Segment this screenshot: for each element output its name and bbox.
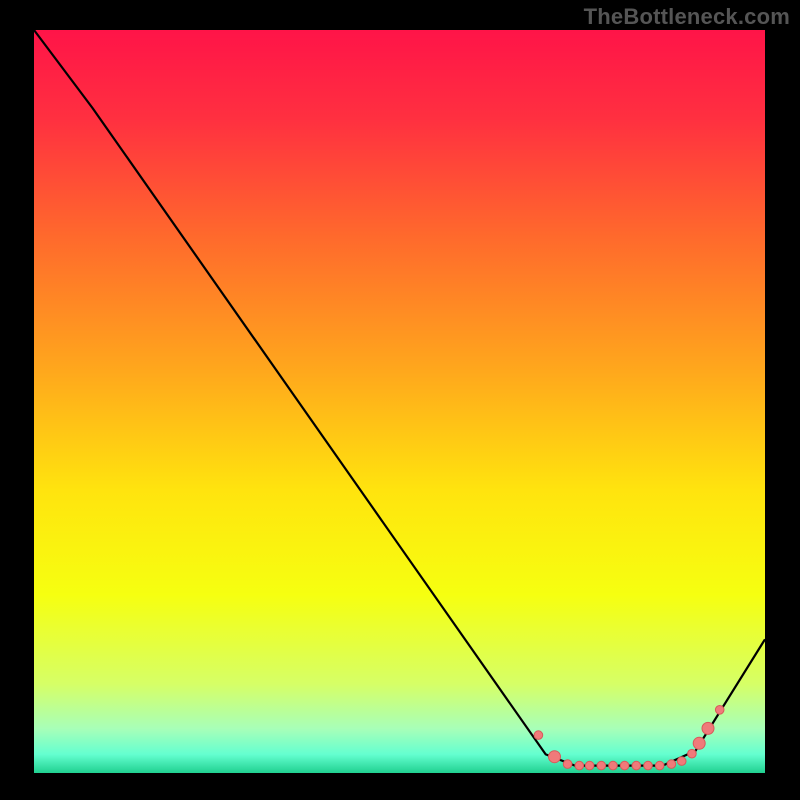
curve-marker xyxy=(715,706,724,715)
curve-marker xyxy=(693,737,705,749)
curve-marker xyxy=(632,761,641,770)
bottleneck-curve-chart xyxy=(0,0,800,800)
curve-marker xyxy=(549,751,561,763)
watermark-text: TheBottleneck.com xyxy=(584,4,790,30)
curve-marker xyxy=(575,761,584,770)
curve-marker xyxy=(677,757,686,766)
curve-marker xyxy=(702,722,714,734)
plot-background xyxy=(34,30,765,773)
curve-marker xyxy=(585,761,594,770)
curve-marker xyxy=(644,761,653,770)
chart-stage: TheBottleneck.com xyxy=(0,0,800,800)
curve-marker xyxy=(534,731,543,740)
curve-marker xyxy=(563,760,572,769)
curve-marker xyxy=(609,761,618,770)
curve-marker xyxy=(667,760,676,769)
curve-marker xyxy=(597,761,606,770)
curve-marker xyxy=(655,761,664,770)
curve-marker xyxy=(620,761,629,770)
curve-marker xyxy=(688,749,697,758)
